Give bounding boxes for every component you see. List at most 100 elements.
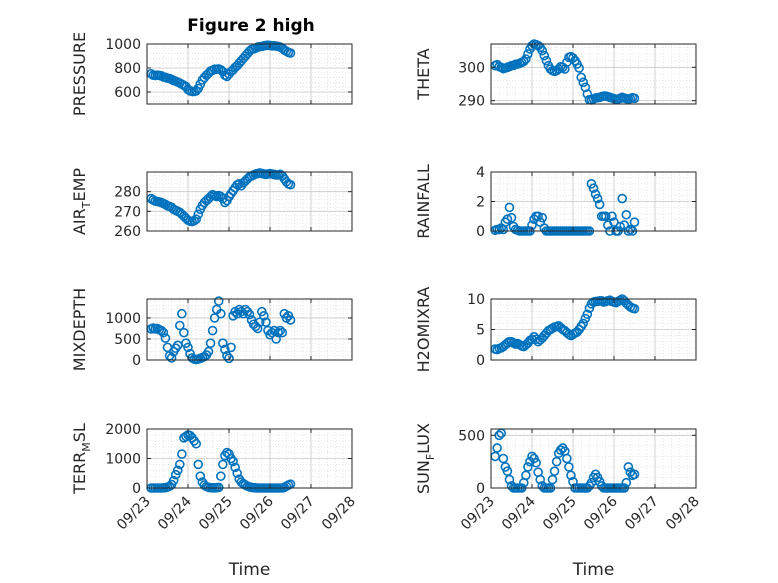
data-point xyxy=(494,430,505,441)
data-point xyxy=(578,318,589,329)
subplot-2: 290 300 THETA xyxy=(414,39,697,110)
y-axis-label: RAINFALL xyxy=(414,164,433,239)
x-tick-label: 09/28 xyxy=(663,494,703,534)
data-point xyxy=(523,49,533,59)
data-point xyxy=(504,202,515,213)
data-point xyxy=(166,353,177,363)
figure-title: Figure 2 high xyxy=(187,16,315,36)
data-point xyxy=(539,50,550,61)
x-tick-label: 09/25 xyxy=(540,494,580,534)
data-point xyxy=(218,338,228,348)
y-tick-label: 270 xyxy=(114,204,141,220)
subplot-8: 0 500 SUNFLUX 09/23 09/24 09/25 09/26 09/27 09/2… xyxy=(414,423,703,580)
axes-box xyxy=(490,43,697,105)
data-point xyxy=(271,334,281,344)
data-point xyxy=(195,471,206,482)
data-point xyxy=(518,56,529,67)
data-point xyxy=(541,55,552,66)
y-axis-label-tail: SL xyxy=(70,423,89,442)
data-point xyxy=(504,474,515,485)
y-tick-label: 800 xyxy=(114,61,141,77)
data-point xyxy=(179,327,189,338)
y-tick-label: 600 xyxy=(114,85,141,101)
data-point xyxy=(621,477,632,488)
data-point xyxy=(252,323,263,334)
axes-box xyxy=(146,171,353,232)
data-point xyxy=(521,54,531,64)
y-tick-label: 0 xyxy=(476,353,485,369)
axes-box xyxy=(146,43,353,105)
data-point xyxy=(594,199,605,210)
y-tick-label: 10 xyxy=(467,292,485,308)
data-point xyxy=(213,296,224,306)
data-point xyxy=(275,325,286,336)
data-point xyxy=(170,469,181,480)
data-point xyxy=(498,453,509,464)
data-point xyxy=(537,212,548,223)
axes-box xyxy=(146,298,353,361)
data-point xyxy=(224,353,234,364)
data-point xyxy=(629,217,640,227)
data-point xyxy=(191,86,201,96)
data-point xyxy=(175,459,185,470)
data-point xyxy=(191,438,201,449)
y-tick-label: 0 xyxy=(476,481,485,497)
data-point xyxy=(228,456,238,467)
y-tick-label: 280 xyxy=(114,185,141,201)
x-tick-label: 09/24 xyxy=(155,493,195,533)
data-point xyxy=(551,456,562,467)
data-point xyxy=(207,325,218,336)
data-point xyxy=(533,211,543,222)
x-axis-label: Time xyxy=(228,560,271,580)
data-point xyxy=(177,449,187,459)
data-point xyxy=(549,466,560,476)
y-tick-label: 260 xyxy=(114,224,141,240)
data-point xyxy=(578,77,589,88)
y-tick-label: 4 xyxy=(476,165,485,181)
data-point xyxy=(177,308,187,319)
data-point xyxy=(531,334,541,345)
data-point xyxy=(580,82,591,93)
data-point xyxy=(193,459,204,470)
y-tick-label: 2 xyxy=(476,195,485,211)
y-tick-label: 5 xyxy=(476,323,485,339)
data-point xyxy=(172,465,183,476)
data-point xyxy=(559,64,570,74)
subplot-3: 260 270 280 AIRTEMP xyxy=(70,168,353,240)
subplot-5: 0 500 1000 MIXDEPTH xyxy=(70,288,353,371)
data-point xyxy=(566,470,576,481)
y-axis-label: SUNFLUX xyxy=(414,423,437,494)
x-tick-label: 09/28 xyxy=(319,494,359,534)
data-point xyxy=(213,482,224,493)
y-axis-label-main: TERR xyxy=(70,452,89,495)
data-point xyxy=(521,470,531,481)
data-point xyxy=(547,474,558,485)
data-point xyxy=(205,338,216,348)
y-axis-label-main: H2OMIXRA xyxy=(414,287,433,373)
x-tick-label: 09/27 xyxy=(622,494,662,534)
x-tick-label: 09/24 xyxy=(499,493,539,533)
y-axis-label-main: THETA xyxy=(414,48,433,100)
y-axis-label: AIRTEMP xyxy=(70,168,93,235)
data-point xyxy=(588,183,599,194)
y-axis-label: PRESSURE xyxy=(70,32,89,116)
data-point xyxy=(617,193,628,204)
data-point xyxy=(523,462,533,472)
data-point xyxy=(600,211,611,222)
data-point xyxy=(168,475,179,486)
data-point xyxy=(218,459,228,470)
subplot-6: 0 5 10 H2OMIXRA xyxy=(414,287,697,373)
data-point xyxy=(175,320,185,331)
y-axis-label-tail: LUX xyxy=(414,423,433,454)
y-tick-label: 2000 xyxy=(105,422,141,438)
data-point xyxy=(629,303,640,314)
x-tick-label: 09/26 xyxy=(581,493,621,533)
x-tick-label: 09/25 xyxy=(196,494,236,534)
data-point xyxy=(621,209,632,220)
y-axis-label-subscript: F xyxy=(424,454,437,460)
data-point xyxy=(537,45,548,56)
data-point xyxy=(623,462,634,472)
